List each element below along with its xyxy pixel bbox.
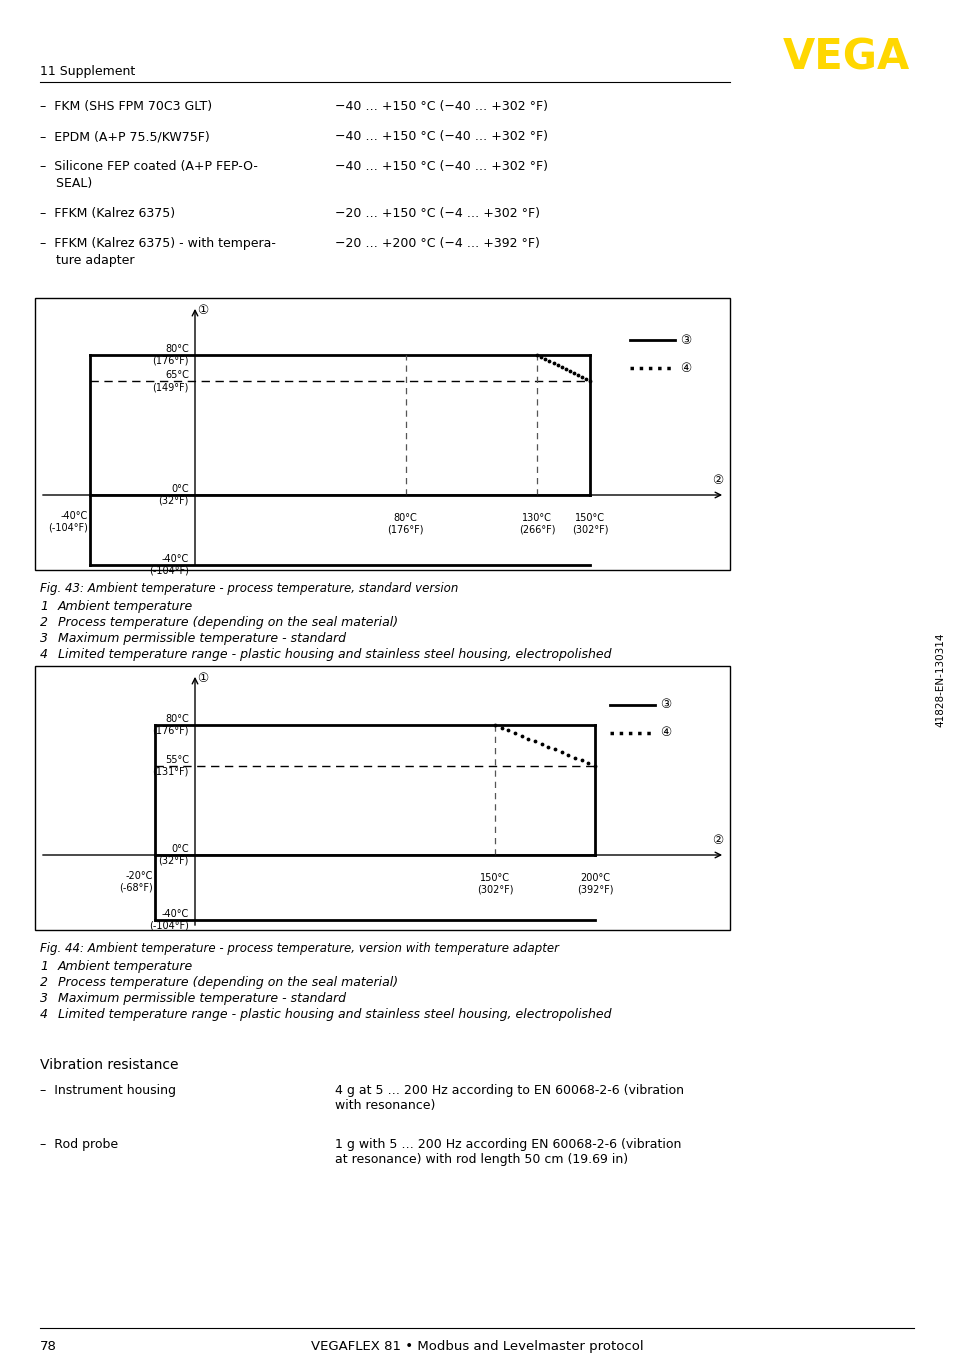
Text: Maximum permissible temperature - standard: Maximum permissible temperature - standa… [58, 992, 346, 1005]
Text: 65°C
(149°F): 65°C (149°F) [152, 371, 189, 393]
Text: 130°C
(266°F): 130°C (266°F) [518, 513, 555, 535]
Text: 78: 78 [40, 1340, 57, 1353]
Text: ④: ④ [659, 727, 671, 739]
Text: SEAL): SEAL) [40, 177, 92, 190]
Bar [35, 666, 729, 930]
Text: 4: 4 [40, 1007, 48, 1021]
Text: 0°C
(32°F): 0°C (32°F) [158, 844, 189, 865]
Text: −40 … +150 °C (−40 … +302 °F): −40 … +150 °C (−40 … +302 °F) [335, 160, 547, 173]
Text: 200°C
(392°F): 200°C (392°F) [577, 873, 613, 895]
Text: 1 g with 5 … 200 Hz according EN 60068-2-6 (vibration
at resonance) with rod len: 1 g with 5 … 200 Hz according EN 60068-2… [335, 1137, 680, 1166]
Text: 3: 3 [40, 992, 48, 1005]
Text: –  EPDM (A+P 75.5/KW75F): – EPDM (A+P 75.5/KW75F) [40, 130, 210, 144]
Text: 1: 1 [40, 960, 48, 974]
Text: 2: 2 [40, 616, 48, 630]
Text: 1: 1 [40, 600, 48, 613]
Text: 11 Supplement: 11 Supplement [40, 65, 135, 79]
Text: 3: 3 [40, 632, 48, 645]
Text: –  Instrument housing: – Instrument housing [40, 1085, 175, 1097]
Text: 4: 4 [40, 649, 48, 661]
Text: 4 g at 5 … 200 Hz according to EN 60068-2-6 (vibration
with resonance): 4 g at 5 … 200 Hz according to EN 60068-… [335, 1085, 683, 1112]
Text: ③: ③ [679, 333, 691, 347]
Text: VEGAFLEX 81 • Modbus and Levelmaster protocol: VEGAFLEX 81 • Modbus and Levelmaster pro… [311, 1340, 642, 1353]
Text: −40 … +150 °C (−40 … +302 °F): −40 … +150 °C (−40 … +302 °F) [335, 100, 547, 112]
Text: –  FFKM (Kalrez 6375) - with tempera-: – FFKM (Kalrez 6375) - with tempera- [40, 237, 275, 250]
Text: Fig. 43: Ambient temperature - process temperature, standard version: Fig. 43: Ambient temperature - process t… [40, 582, 457, 594]
Text: 150°C
(302°F): 150°C (302°F) [571, 513, 608, 535]
Text: 150°C
(302°F): 150°C (302°F) [476, 873, 513, 895]
Text: Ambient temperature: Ambient temperature [58, 960, 193, 974]
Text: -40°C
(-104°F): -40°C (-104°F) [149, 909, 189, 930]
Text: ④: ④ [679, 362, 691, 375]
Text: Vibration resistance: Vibration resistance [40, 1057, 178, 1072]
Text: ②: ② [712, 834, 723, 848]
Text: −20 … +150 °C (−4 … +302 °F): −20 … +150 °C (−4 … +302 °F) [335, 207, 539, 219]
Text: –  FKM (SHS FPM 70C3 GLT): – FKM (SHS FPM 70C3 GLT) [40, 100, 212, 112]
Text: 80°C
(176°F): 80°C (176°F) [152, 344, 189, 366]
Text: ①: ① [197, 673, 209, 685]
Text: 41828-EN-130314: 41828-EN-130314 [934, 632, 944, 727]
Bar [35, 298, 729, 570]
Text: VEGA: VEGA [781, 37, 909, 79]
Text: ①: ① [197, 305, 209, 317]
Text: –  Rod probe: – Rod probe [40, 1137, 118, 1151]
Text: ②: ② [712, 474, 723, 487]
Text: Process temperature (depending on the seal material): Process temperature (depending on the se… [58, 616, 397, 630]
Text: -40°C
(-104°F): -40°C (-104°F) [149, 554, 189, 575]
Text: Maximum permissible temperature - standard: Maximum permissible temperature - standa… [58, 632, 346, 645]
Text: 0°C
(32°F): 0°C (32°F) [158, 485, 189, 506]
Text: -20°C
(-68°F): -20°C (-68°F) [119, 871, 152, 892]
Text: −20 … +200 °C (−4 … +392 °F): −20 … +200 °C (−4 … +392 °F) [335, 237, 539, 250]
Text: -40°C
(-104°F): -40°C (-104°F) [48, 510, 88, 532]
Text: Limited temperature range - plastic housing and stainless steel housing, electro: Limited temperature range - plastic hous… [58, 1007, 611, 1021]
Text: Limited temperature range - plastic housing and stainless steel housing, electro: Limited temperature range - plastic hous… [58, 649, 611, 661]
Text: −40 … +150 °C (−40 … +302 °F): −40 … +150 °C (−40 … +302 °F) [335, 130, 547, 144]
Text: Process temperature (depending on the seal material): Process temperature (depending on the se… [58, 976, 397, 988]
Text: –  FFKM (Kalrez 6375): – FFKM (Kalrez 6375) [40, 207, 175, 219]
Text: –  Silicone FEP coated (A+P FEP-O-: – Silicone FEP coated (A+P FEP-O- [40, 160, 257, 173]
Text: 80°C
(176°F): 80°C (176°F) [387, 513, 423, 535]
Text: ③: ③ [659, 699, 671, 711]
Text: ture adapter: ture adapter [40, 255, 134, 267]
Text: 55°C
(131°F): 55°C (131°F) [152, 754, 189, 776]
Text: 80°C
(176°F): 80°C (176°F) [152, 714, 189, 735]
Text: 2: 2 [40, 976, 48, 988]
Text: Ambient temperature: Ambient temperature [58, 600, 193, 613]
Text: Fig. 44: Ambient temperature - process temperature, version with temperature ada: Fig. 44: Ambient temperature - process t… [40, 942, 558, 955]
